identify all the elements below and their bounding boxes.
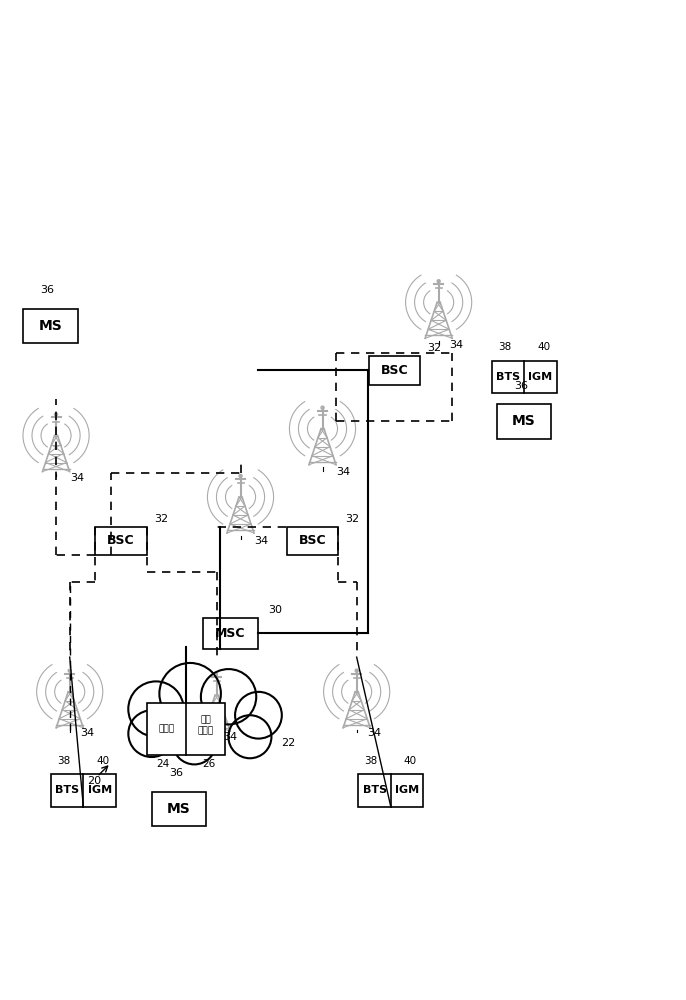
FancyBboxPatch shape (203, 618, 258, 649)
FancyBboxPatch shape (95, 527, 147, 555)
Circle shape (201, 669, 257, 724)
Text: 38: 38 (364, 756, 378, 766)
FancyBboxPatch shape (492, 361, 556, 393)
Text: 34: 34 (367, 728, 381, 738)
Circle shape (128, 681, 184, 737)
Text: IGM: IGM (88, 785, 112, 795)
FancyBboxPatch shape (23, 309, 78, 343)
Text: 36: 36 (514, 381, 528, 391)
Text: 40: 40 (97, 756, 110, 766)
Text: 34: 34 (449, 340, 463, 350)
Text: BTS: BTS (362, 785, 387, 795)
Circle shape (235, 692, 282, 739)
Text: MSC: MSC (215, 627, 246, 640)
Text: MS: MS (38, 319, 62, 333)
Text: 30: 30 (268, 605, 282, 615)
Text: 34: 34 (336, 467, 351, 477)
Text: 40: 40 (404, 756, 417, 766)
Circle shape (228, 715, 272, 758)
Text: IGM: IGM (528, 372, 552, 382)
Text: 32: 32 (345, 514, 359, 524)
FancyBboxPatch shape (287, 527, 338, 555)
Text: 38: 38 (498, 342, 511, 352)
Circle shape (128, 710, 175, 757)
FancyBboxPatch shape (51, 774, 116, 807)
Text: MS: MS (167, 802, 191, 816)
Text: 38: 38 (57, 756, 71, 766)
Text: 34: 34 (224, 732, 237, 742)
Text: 控制器: 控制器 (158, 724, 174, 733)
Text: 36: 36 (40, 285, 54, 295)
Text: 34: 34 (255, 536, 268, 546)
Text: 34: 34 (80, 728, 94, 738)
Text: 32: 32 (154, 514, 168, 524)
Text: IGM: IGM (395, 785, 419, 795)
Text: BTS: BTS (496, 372, 520, 382)
FancyBboxPatch shape (368, 356, 420, 385)
Text: 26: 26 (202, 759, 215, 769)
Text: 20: 20 (87, 776, 101, 786)
Circle shape (159, 663, 221, 724)
Text: 34: 34 (70, 473, 84, 483)
Text: BSC: BSC (381, 364, 408, 377)
Text: MS: MS (512, 414, 536, 428)
Circle shape (173, 721, 216, 764)
Text: 40: 40 (537, 342, 550, 352)
Text: 36: 36 (169, 768, 182, 778)
Text: BSC: BSC (107, 534, 134, 547)
Text: 数据
存储库: 数据 存储库 (198, 716, 213, 735)
FancyBboxPatch shape (497, 404, 552, 439)
Text: BTS: BTS (55, 785, 79, 795)
Circle shape (143, 659, 263, 778)
Text: 32: 32 (427, 343, 441, 353)
Text: BSC: BSC (298, 534, 326, 547)
FancyBboxPatch shape (358, 774, 423, 807)
FancyBboxPatch shape (152, 792, 206, 826)
Text: 24: 24 (156, 759, 169, 769)
Text: 22: 22 (281, 738, 296, 748)
FancyBboxPatch shape (147, 703, 225, 755)
